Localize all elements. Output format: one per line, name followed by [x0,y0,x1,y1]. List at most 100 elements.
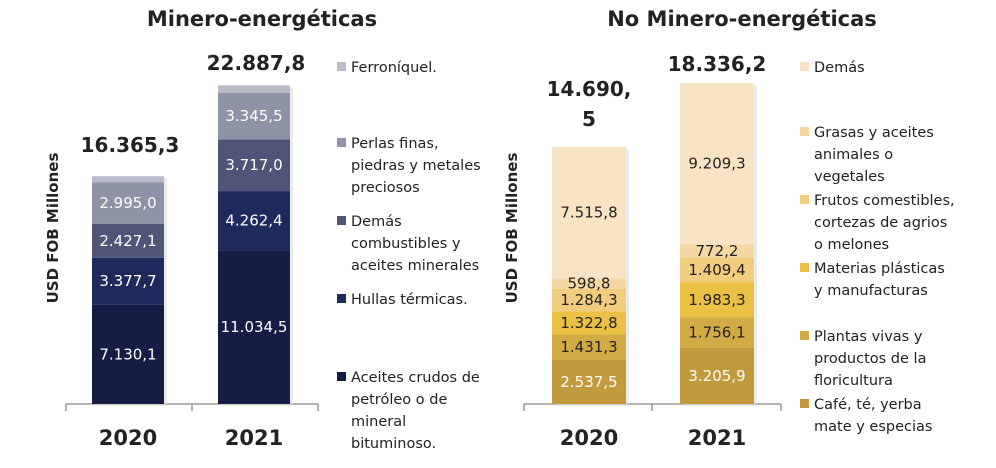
data-label: 1.756,1 [688,324,745,342]
bar-segment-demas-combustibles-y-aceites-minerales-2021 [218,139,290,192]
bar-segment-grasas-y-aceites-animales-o-vegetales-2021 [680,244,754,258]
legend-swatch [337,372,346,381]
legend-label: mineral [351,414,406,430]
data-label: 1.322,8 [560,314,617,332]
legend-item: Perlas finas, piedras y metales preciosos [337,136,481,196]
legend-swatch [800,263,809,272]
bar-segment-perlas-finas-piedras-y-metales-preciosos-2021 [218,92,290,140]
x-tick-label: 2020 [99,426,157,450]
legend-label: y manufacturas [814,283,928,299]
bar-segment-plantas-vivas-y-productos-de-la-floricul-2020 [552,334,626,360]
legend-label: Plantas vivas y [814,329,923,345]
legend-label: Materias plásticas [814,261,945,277]
legend-label: floricultura [814,373,893,389]
legend-label: animales o [814,147,893,163]
total-label: 14.690, [547,77,632,101]
legend-label: piedras y metales [351,158,481,174]
legend-label: Perlas finas, [351,136,439,152]
legend-label: bituminoso. [351,436,436,452]
bar-segment-materias-plasticas-y-manufacturas-2021 [680,282,754,318]
legend-item: Materias plásticas y manufacturas [800,261,945,299]
total-label: 16.365,3 [81,133,180,157]
bar-segment-frutos-comestibles-cortezas-de-agrios-o--2020 [552,288,626,312]
legend-swatch [800,195,809,204]
bar-segment-aceites-crudos-de-petroleo-o-de-mineral--2020 [92,304,164,404]
data-label: 2.537,5 [560,373,617,391]
legend-item: Demás combustibles y aceites minerales [337,214,479,274]
legend-item: Plantas vivas y productos de la floricultu… [800,329,926,389]
legend-label: combustibles y [351,236,461,252]
legend-item: Demás [800,60,865,76]
legend-label: preciosos [351,180,420,196]
data-label: 3.717,0 [225,156,282,174]
y-axis-label: USD FOB Millones [44,153,62,304]
bar-segment-hullas-termicas-2020 [92,257,164,305]
data-label: 1.284,3 [560,291,617,309]
bar-segment-plantas-vivas-y-productos-de-la-floricul-2021 [680,317,754,348]
legend-label: petróleo o de [351,392,447,408]
legend: Demás Grasas y aceites animales o vegetales… [800,60,955,435]
data-label: 1.431,3 [560,338,617,356]
legend-label: Aceites crudos de [351,370,480,386]
legend-label: Demás [814,60,865,76]
data-label: 4.262,4 [225,212,282,230]
legend-item: Ferroníquel. [337,60,437,76]
chart-title: Minero-energéticas [147,7,377,31]
legend-label: aceites minerales [351,258,479,274]
chart-no-minero-energeticas: No Minero-energéticas USD FOB Millones 2… [503,7,955,450]
bar-segment-frutos-comestibles-cortezas-de-agrios-o--2021 [680,257,754,283]
total-label: 5 [582,107,596,131]
legend-swatch [800,62,809,71]
legend-label: Frutos comestibles, [814,193,955,209]
bar-segment-grasas-y-aceites-animales-o-vegetales-2020 [552,278,626,289]
legend-item: Frutos comestibles, cortezas de agrios o m… [800,193,955,253]
bar-segment-perlas-finas-piedras-y-metales-preciosos-2020 [92,182,164,224]
legend-swatch [800,331,809,340]
data-label: 2.427,1 [99,232,156,250]
x-tick-label: 2021 [225,426,283,450]
legend-label: o melones [814,237,889,253]
data-label: 598,8 [568,275,611,293]
legend: Ferroníquel. Perlas finas, piedras y metal… [337,60,481,452]
y-axis-label: USD FOB Millones [503,153,521,304]
legend-label: Ferroníquel. [351,60,437,76]
legend-swatch [337,138,346,147]
data-label: 3.205,9 [688,367,745,385]
legend-label: Café, té, yerba [814,397,922,413]
data-label: 11.034,5 [221,318,288,336]
bar-segment-demas-2021 [680,83,754,245]
data-label: 3.377,7 [99,272,156,290]
bar-segment-demas-combustibles-y-aceites-minerales-2020 [92,223,164,258]
labels-layer: 7.130,1 3.377,7 2.427,1 2.995,0 16.365,3 2020… [81,51,306,450]
bar-segment-ferroniquel-2020 [92,176,164,183]
legend-item: Café, té, yerba mate y especias [800,397,932,435]
legend-label: productos de la [814,351,926,367]
chart-minero-energeticas: Minero-energéticas USD FOB Millones 7.13… [44,7,481,452]
legend-swatch [337,216,346,225]
legend-item: Aceites crudos de petróleo o de mineral bit… [337,370,480,452]
legend-swatch [800,127,809,136]
legend-label: cortezas de agrios [814,215,947,231]
legend-swatch [800,399,809,408]
bar-segment-materias-plasticas-y-manufacturas-2020 [552,311,626,335]
bar-segment-aceites-crudos-de-petroleo-o-de-mineral--2021 [218,250,290,404]
legend-label: mate y especias [814,419,932,435]
bar-segment-ferroniquel-2021 [218,85,290,93]
bar-segment-cafe-te-yerba-mate-y-especias-2020 [552,359,626,404]
legend-label: Grasas y aceites [814,125,934,141]
x-tick-label: 2021 [688,426,746,450]
legend-item: Grasas y aceites animales o vegetales [800,125,934,185]
total-label: 22.887,8 [207,51,306,75]
legend-item: Hullas térmicas. [337,292,468,308]
legend-swatch [337,294,346,303]
bars-layer [92,85,293,406]
data-label: 3.345,5 [225,107,282,125]
bar-segment-demas-2020 [552,146,626,279]
bar-segment-cafe-te-yerba-mate-y-especias-2021 [680,347,754,404]
legend-label: Hullas térmicas. [351,292,468,308]
bars-layer [552,83,757,406]
data-label: 1.983,3 [688,291,745,309]
legend-label: Demás [351,214,402,230]
data-label: 1.409,4 [688,261,745,279]
